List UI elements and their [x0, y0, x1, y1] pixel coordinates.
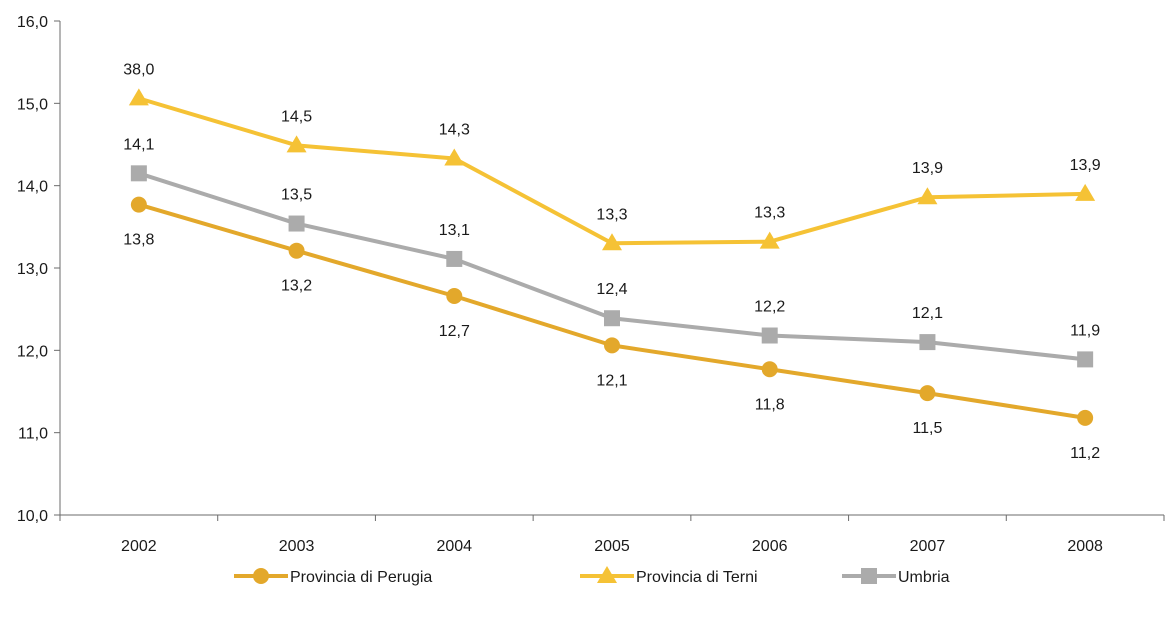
data-label-umbria: 11,9	[1070, 322, 1100, 339]
series-lines	[128, 88, 1096, 426]
data-label-umbria: 13,1	[439, 222, 470, 239]
data-label-umbria: 12,2	[754, 299, 785, 316]
x-tick-label: 2008	[1067, 538, 1103, 555]
y-tick-label: 10,0	[17, 508, 48, 525]
data-label-umbria: 12,4	[596, 281, 627, 298]
data-label-perugia: 11,8	[755, 396, 785, 413]
data-label-terni: 13,3	[596, 206, 627, 223]
series-terni-point	[602, 233, 622, 251]
series-umbria-point	[604, 310, 620, 327]
legend: Provincia di Perugia Provincia di Terni Um…	[234, 566, 950, 586]
data-label-terni: 38,0	[123, 61, 154, 78]
series-perugia-point	[604, 337, 620, 354]
legend-perugia-point	[253, 568, 269, 584]
legend-umbria-point	[861, 568, 877, 584]
series-umbria-point	[130, 165, 147, 182]
x-tick-label: 2005	[594, 538, 630, 555]
data-label-umbria: 13,5	[281, 187, 312, 204]
y-tick-label: 16,0	[17, 14, 48, 31]
y-tick-label: 15,0	[17, 96, 48, 113]
x-tick-label: 2004	[436, 538, 472, 555]
series-terni-point	[917, 187, 938, 205]
legend-terni-point	[597, 566, 617, 583]
data-label-terni: 13,9	[912, 160, 943, 177]
x-tick-label: 2002	[121, 538, 157, 555]
series-perugia-point	[446, 287, 463, 304]
series-umbria-point	[288, 215, 305, 232]
y-tick-label: 12,0	[17, 343, 48, 360]
data-label-umbria: 14,1	[123, 136, 154, 153]
legend-label-perugia: Provincia di Perugia	[290, 569, 432, 586]
series-umbria-point	[919, 334, 936, 351]
series-umbria-point	[1077, 351, 1094, 368]
series-umbria-point	[446, 250, 463, 267]
data-label-terni: 13,3	[754, 205, 785, 222]
data-label-perugia: 11,2	[1070, 445, 1100, 462]
x-tick-label: 2006	[752, 538, 788, 555]
series-perugia-point	[130, 196, 147, 213]
series-perugia-point	[288, 242, 305, 259]
data-label-perugia: 11,5	[912, 420, 942, 437]
y-tick-label: 14,0	[17, 179, 48, 196]
series-terni-point	[444, 148, 465, 166]
data-labels: 14,1 13,5 13,1 12,4 12,2 12,1 11,9 13,8 13,2 12,7…	[123, 61, 1101, 461]
data-label-perugia: 12,7	[439, 323, 470, 340]
data-label-perugia: 13,8	[123, 232, 154, 249]
legend-label-umbria: Umbria	[898, 569, 950, 586]
axes: 10,0 11,0 12,0 13,0 14,0 15,0 16,0 2002 2003 2004…	[17, 14, 1165, 555]
series-terni-point	[759, 231, 780, 249]
series-perugia-point	[761, 361, 778, 378]
y-tick-label: 11,0	[18, 426, 48, 443]
legend-label-terni: Provincia di Terni	[636, 569, 758, 586]
series-umbria-point	[761, 327, 778, 344]
data-label-perugia: 13,2	[281, 278, 312, 295]
data-label-terni: 14,5	[281, 108, 312, 125]
series-terni-point	[286, 135, 307, 153]
data-label-umbria: 12,1	[912, 305, 943, 322]
series-terni-point	[128, 88, 149, 106]
series-perugia-point	[1077, 409, 1094, 426]
data-label-terni: 13,9	[1070, 157, 1101, 174]
x-tick-label: 2007	[910, 538, 946, 555]
data-label-terni: 14,3	[439, 121, 470, 138]
series-terni-point	[1075, 183, 1096, 201]
data-label-perugia: 12,1	[596, 372, 627, 389]
x-tick-label: 2003	[279, 538, 315, 555]
y-tick-label: 13,0	[17, 261, 48, 278]
series-perugia-point	[919, 385, 936, 402]
